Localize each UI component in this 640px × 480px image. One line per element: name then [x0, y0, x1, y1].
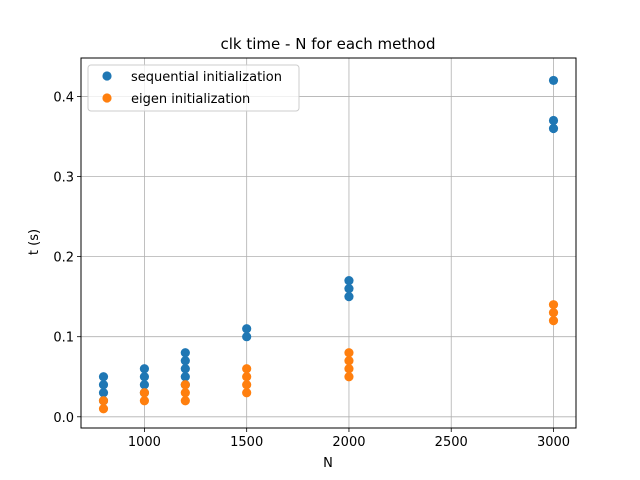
scatter-point-series-0: [180, 356, 190, 366]
scatter-point-series-1: [98, 396, 109, 406]
legend-box: [87, 64, 300, 112]
legend-label: sequential initialization: [131, 70, 282, 85]
scatter-point-series-0: [548, 123, 559, 134]
scatter-point-series-0: [242, 324, 252, 334]
x-tick-label: 2000: [332, 435, 365, 450]
x-tick-label: 1000: [128, 435, 161, 450]
scatter-point-series-1: [548, 300, 559, 310]
y-tick-label: 0.2: [53, 251, 74, 266]
scatter-point-series-0: [344, 292, 354, 302]
scatter-point-series-0: [98, 372, 109, 382]
scatter-point-series-0: [548, 75, 559, 86]
scatter-point-series-1: [548, 308, 559, 318]
scatter-point-series-0: [98, 380, 109, 390]
scatter-point-series-0: [180, 348, 190, 358]
scatter-point-series-1: [180, 388, 190, 398]
x-tick-label: 1500: [230, 435, 263, 450]
scatter-point-series-0: [139, 372, 150, 382]
scatter-points: [98, 75, 559, 414]
scatter-point-series-0: [98, 388, 109, 398]
scatter-point-series-1: [180, 380, 190, 390]
grid: [81, 58, 576, 428]
scatter-point-series-1: [344, 372, 354, 382]
scatter-point-series-1: [98, 404, 109, 414]
scatter-point-series-0: [242, 332, 252, 342]
scatter-point-series-1: [139, 388, 150, 398]
x-tick-label: 2500: [435, 435, 468, 450]
legend: sequential initialization eigen initializ…: [87, 64, 300, 112]
scatter-point-series-1: [548, 316, 559, 326]
scatter-point-series-1: [242, 364, 252, 374]
x-tick-label: 3000: [537, 435, 570, 450]
y-tick-label: 0.0: [53, 411, 74, 426]
y-tick-label: 0.3: [53, 171, 74, 186]
y-axis-label: t (s): [27, 229, 42, 255]
scatter-point-series-1: [344, 364, 354, 374]
scatter-point-series-0: [344, 276, 354, 286]
scatter-point-series-1: [242, 372, 252, 382]
axis-ticks: 1000 1500 2000 2500 3000 0.0 0.1 0.2 0.3 0.4: [53, 90, 570, 450]
x-axis-label: N: [323, 456, 333, 471]
legend-marker: [102, 93, 112, 103]
plot-frame: [80, 57, 577, 429]
y-tick-label: 0.1: [53, 331, 74, 346]
scatter-point-series-0: [344, 284, 354, 294]
scatter-point-series-1: [242, 380, 252, 390]
y-tick-label: 0.4: [53, 90, 74, 105]
scatter-point-series-1: [180, 396, 190, 406]
scatter-point-series-0: [139, 380, 150, 390]
scatter-point-series-0: [180, 364, 190, 374]
scatter-point-series-1: [242, 388, 252, 398]
scatter-point-series-0: [180, 372, 190, 382]
scatter-point-series-0: [139, 364, 150, 374]
scatter-point-series-1: [344, 356, 354, 366]
chart-title: clk time - N for each method: [221, 35, 436, 53]
legend-marker: [102, 71, 112, 81]
legend-label: eigen initialization: [131, 92, 250, 107]
scatter-point-series-1: [139, 396, 150, 406]
scatter-point-series-1: [344, 348, 354, 358]
scatter-point-series-0: [548, 115, 559, 126]
